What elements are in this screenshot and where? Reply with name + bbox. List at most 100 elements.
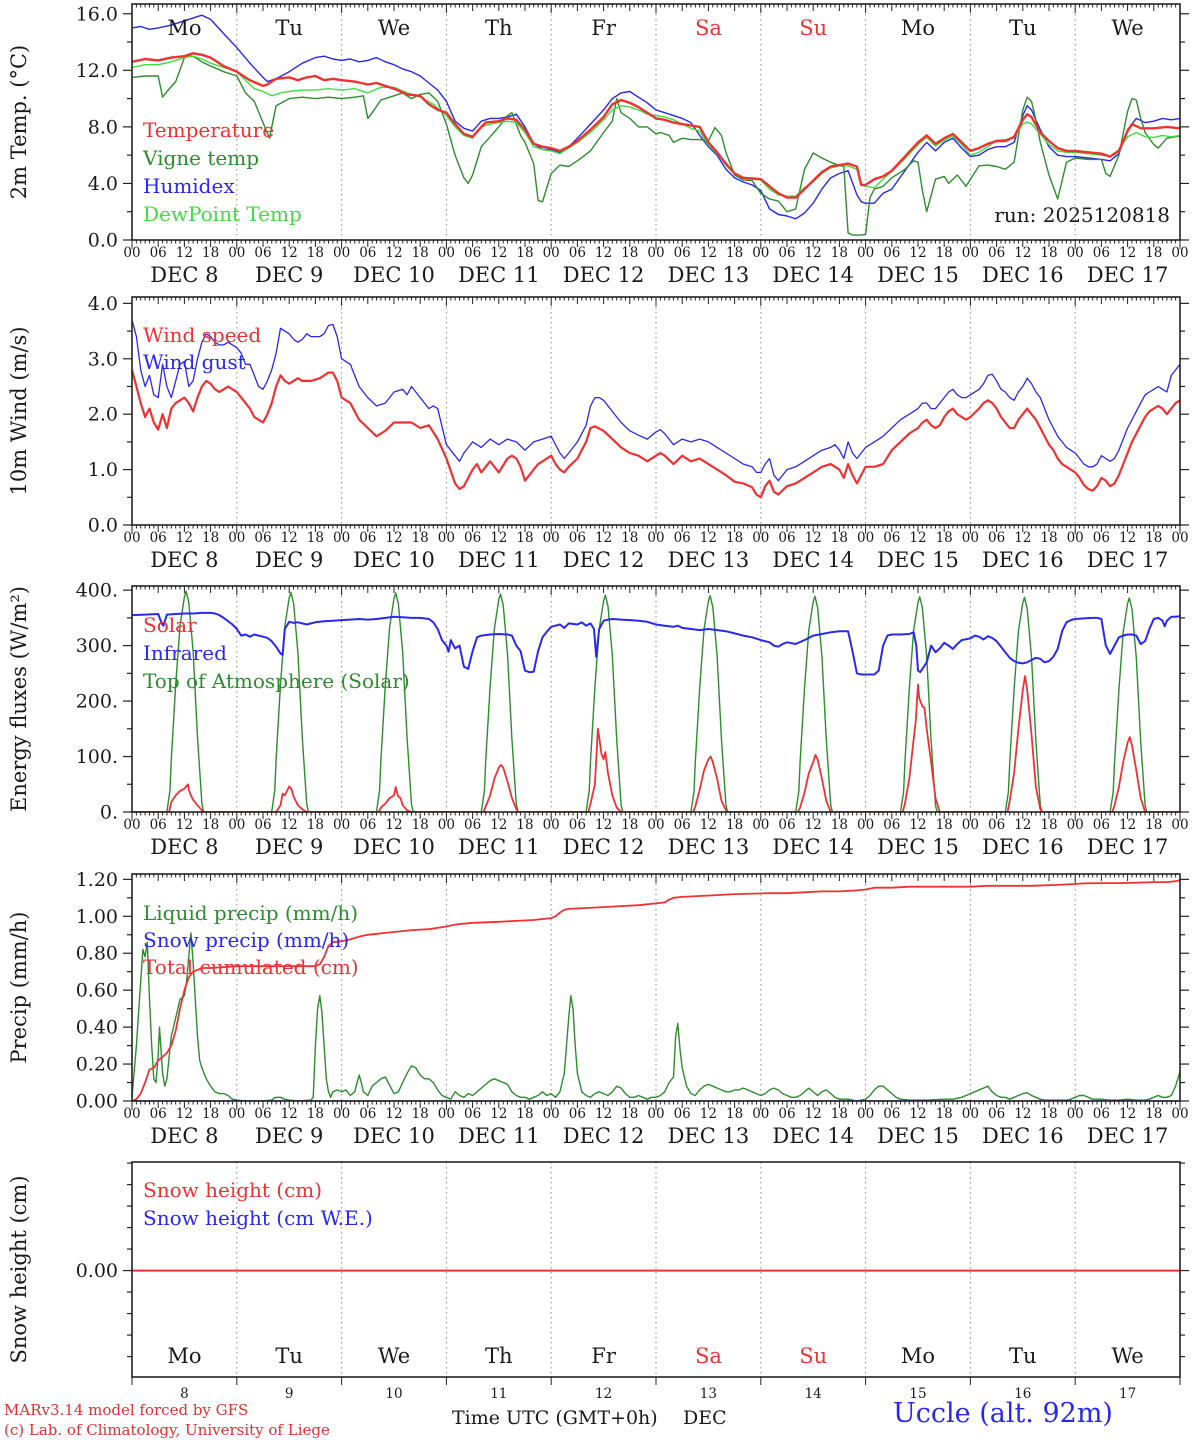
- y-ticks: [123, 589, 1189, 813]
- date-label: DEC 12: [563, 1124, 645, 1148]
- series-solar: [132, 675, 1180, 812]
- hour-label: 18: [1145, 1106, 1162, 1122]
- hour-label: 06: [569, 817, 586, 833]
- hour-label: 12: [909, 245, 926, 261]
- ytick-label: 12.0: [76, 60, 118, 82]
- dow-label: Fr: [591, 16, 617, 40]
- legend-wind-speed: Wind speed: [143, 323, 261, 347]
- dow-label: Tu: [275, 1344, 303, 1368]
- hour-label: 18: [726, 245, 743, 261]
- legend-snow-precip-mm-h: Snow precip (mm/h): [143, 928, 349, 952]
- series-total-cumulated-cm: [132, 879, 1180, 1101]
- hour-label: 12: [176, 817, 193, 833]
- dow-label: Th: [485, 16, 513, 40]
- hour-label: 12: [176, 245, 193, 261]
- ytick-label: 0.60: [76, 980, 118, 1002]
- day-number-label: 17: [1119, 1386, 1136, 1402]
- hour-label: 00: [1171, 245, 1188, 261]
- hour-label: 12: [385, 817, 402, 833]
- series-vigne-temp: [132, 55, 1180, 236]
- hour-label: 12: [700, 530, 717, 546]
- date-label: DEC 9: [255, 263, 323, 287]
- hour-label: 06: [674, 1106, 691, 1122]
- hour-label: 12: [909, 817, 926, 833]
- hour-label: 18: [412, 530, 429, 546]
- hour-label: 00: [752, 245, 769, 261]
- hour-label: 12: [385, 530, 402, 546]
- date-label: DEC 8: [150, 548, 218, 572]
- hour-label: 00: [123, 245, 140, 261]
- day-number-label: 10: [385, 1386, 402, 1402]
- hour-label: 12: [490, 530, 507, 546]
- hour-label: 06: [359, 530, 376, 546]
- hour-label: 00: [543, 817, 560, 833]
- hour-label: 06: [1093, 245, 1110, 261]
- date-label: DEC 16: [982, 263, 1064, 287]
- legend-dewpoint-temp: DewPoint Temp: [143, 202, 302, 226]
- hour-label: 18: [831, 1106, 848, 1122]
- hour-label: 12: [595, 1106, 612, 1122]
- hour-label: 06: [569, 1106, 586, 1122]
- hour-label: 06: [988, 245, 1005, 261]
- panel-wind: 0.0 1.0 2.0 3.0 4.0 10m Wind (m/s) 00 06 12 18 DEC…: [7, 293, 1189, 572]
- hour-label: 06: [883, 817, 900, 833]
- legend-snow-height-cm-w-e: Snow height (cm W.E.): [143, 1206, 373, 1230]
- hour-label: 06: [569, 530, 586, 546]
- ytick-label: 0.80: [76, 943, 118, 965]
- dow-label: Fr: [591, 1344, 617, 1368]
- hour-label: 12: [595, 245, 612, 261]
- panel-temperature: 0.0 4.0 8.0 12.0 16.0 2m Temp. (°C) 00 06 12 18 DE…: [7, 3, 1189, 287]
- hour-label: 06: [674, 245, 691, 261]
- date-label: DEC 11: [458, 835, 540, 859]
- day-number-label: 16: [1014, 1386, 1031, 1402]
- plot-frame: [131, 585, 1181, 813]
- hour-label: 18: [307, 245, 324, 261]
- hour-label: 18: [516, 1106, 533, 1122]
- day-gridlines: [236, 874, 1076, 1101]
- hour-label: 00: [123, 530, 140, 546]
- date-label: DEC 14: [772, 263, 854, 287]
- legend-total-cumulated-cm: Total cumulated (cm): [143, 955, 359, 979]
- hour-label: 06: [778, 245, 795, 261]
- hour-label: 06: [359, 1106, 376, 1122]
- hour-label: 00: [333, 1106, 350, 1122]
- date-label: DEC 10: [353, 548, 435, 572]
- hour-label: 18: [307, 530, 324, 546]
- hour-label: 06: [569, 245, 586, 261]
- date-label: DEC 14: [772, 835, 854, 859]
- dow-label: We: [1111, 16, 1143, 40]
- hour-label: 18: [621, 245, 638, 261]
- ytick-label: 0.00: [76, 1260, 118, 1282]
- hour-label: 00: [752, 1106, 769, 1122]
- hour-label: 06: [254, 1106, 271, 1122]
- hour-label: 00: [333, 245, 350, 261]
- dow-label: Su: [799, 1344, 827, 1368]
- hour-label: 06: [778, 1106, 795, 1122]
- hour-label: 00: [228, 1106, 245, 1122]
- hour-label: 18: [202, 817, 219, 833]
- plot-frame: [131, 296, 1181, 526]
- date-label: DEC 12: [563, 835, 645, 859]
- hour-label: 00: [857, 245, 874, 261]
- hour-label: 06: [674, 530, 691, 546]
- series-group: [132, 319, 1180, 499]
- hour-label: 18: [726, 1106, 743, 1122]
- hour-label: 18: [726, 530, 743, 546]
- hour-label: 00: [123, 817, 140, 833]
- hour-label: 18: [516, 530, 533, 546]
- date-label: DEC 15: [877, 835, 959, 859]
- time-axis-label: Time UTC (GMT+0h): [452, 1407, 658, 1429]
- hour-label: 12: [1119, 530, 1136, 546]
- hour-label: 06: [778, 530, 795, 546]
- ytick-label: 1.0: [88, 459, 118, 481]
- hour-label: 06: [883, 245, 900, 261]
- date-label: DEC 17: [1087, 835, 1169, 859]
- hour-label: 12: [490, 817, 507, 833]
- y-axis-title: Snow height (cm): [7, 1175, 31, 1363]
- hour-label: 06: [359, 245, 376, 261]
- hour-label: 12: [281, 1106, 298, 1122]
- hour-label: 06: [988, 530, 1005, 546]
- lab-credit-label: (c) Lab. of Climatology, University of L…: [4, 1421, 330, 1439]
- hour-label: 06: [254, 530, 271, 546]
- hour-label: 12: [700, 245, 717, 261]
